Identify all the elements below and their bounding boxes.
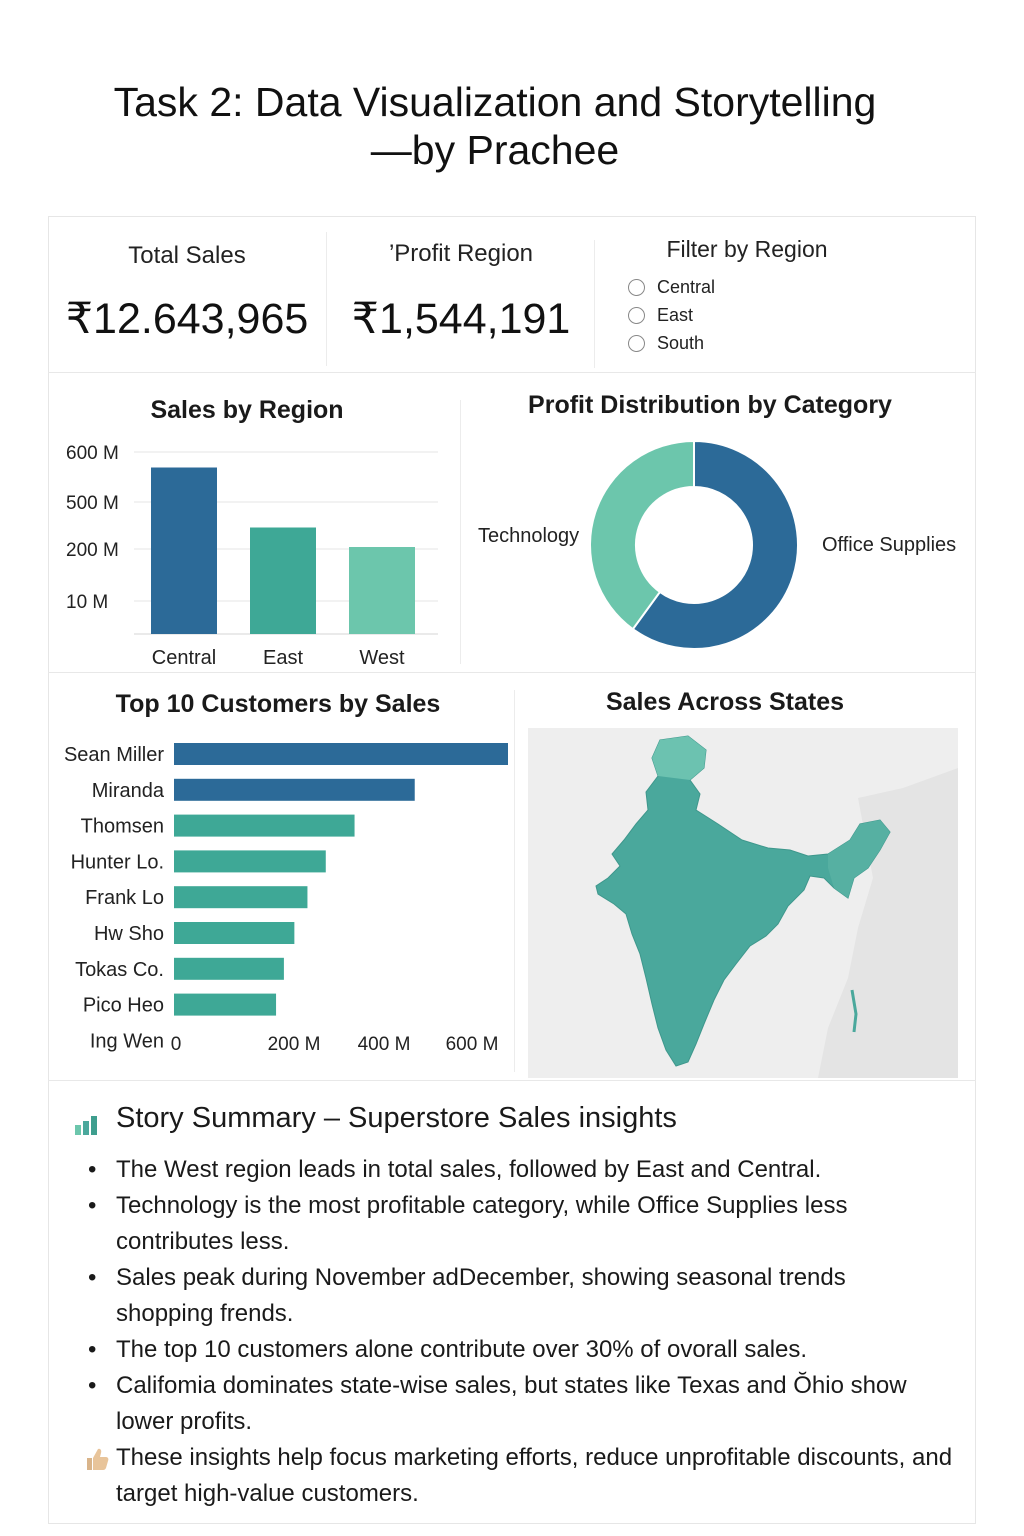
story-title: Story Summary – Superstore Sales insight… <box>116 1102 677 1134</box>
y-tick-label: 600 M <box>66 443 119 464</box>
story-bullet: Sales peak during November adDecember, s… <box>88 1260 948 1332</box>
filter-option-label: East <box>657 304 694 325</box>
x-tick-label: 0 <box>171 1034 182 1055</box>
customer-bar <box>174 743 508 765</box>
page-title-line1: Task 2: Data Visualization and Storytell… <box>113 79 877 125</box>
map-north-region <box>652 736 706 780</box>
divider-story <box>48 1080 976 1081</box>
filter-option-label: South <box>657 332 705 353</box>
customer-label: Miranda <box>92 780 165 802</box>
donut-slice <box>631 439 799 650</box>
story-bullet: Technology is the most profitable catego… <box>88 1188 948 1260</box>
x-tick-label: 400 M <box>358 1034 411 1055</box>
customer-bar <box>174 814 355 837</box>
x-tick-label: West <box>359 647 405 669</box>
x-tick-label: 600 M <box>446 1034 499 1055</box>
customer-bar <box>174 886 308 909</box>
story-closing: These insights help focus marketing effo… <box>84 1440 964 1512</box>
page-title: Task 2: Data Visualization and Storytell… <box>0 78 990 174</box>
divider-kpi-1 <box>326 232 327 366</box>
slice-label: Office Supplies <box>822 534 956 556</box>
x-tick-label: East <box>263 647 303 669</box>
region-bar <box>250 527 316 634</box>
customer-label: Sean Miller <box>64 744 164 766</box>
x-tick-label: 200 M <box>268 1034 321 1055</box>
filter-option-label: Central <box>657 276 716 297</box>
story-closing-text: These insights help focus marketing effo… <box>116 1444 953 1507</box>
divider-row2 <box>514 690 515 1072</box>
dashboard-card <box>48 216 976 1524</box>
map-northeast-region <box>828 820 890 898</box>
india-map <box>528 728 958 1078</box>
customer-label: Hunter Lo. <box>71 851 164 873</box>
story-bullet: The West region leads in total sales, fo… <box>88 1152 948 1188</box>
donut-slice <box>589 439 695 631</box>
top-customers-title: Top 10 Customers by Sales <box>115 690 441 718</box>
radio-icon[interactable] <box>628 306 645 324</box>
x-tick-label: Central <box>152 647 216 669</box>
divider-kpi <box>48 372 976 373</box>
top-customers-chart: Sean Miller Miranda Thomsen Hunter Lo. Frank… <box>64 743 508 1055</box>
customer-bar <box>174 778 415 801</box>
customer-bar <box>174 922 295 944</box>
bar-chart-icon <box>75 1116 97 1135</box>
story-bullets: The West region leads in total sales, fo… <box>88 1152 948 1440</box>
profit-distribution-chart: Office Supplies Technology <box>478 439 956 650</box>
customer-label: Thomsen <box>81 816 164 838</box>
y-tick-label: 10 M <box>66 592 108 613</box>
sales-across-states-title: Sales Across States <box>605 688 845 716</box>
kpi-total-sales-label: Total Sales <box>128 242 246 269</box>
map-india-shape <box>595 735 891 1067</box>
customer-bar <box>174 957 284 980</box>
filter-option-south[interactable]: South <box>628 330 704 356</box>
radio-icon[interactable] <box>628 278 645 296</box>
region-bar <box>349 547 415 634</box>
customer-label: Frank Lo <box>85 887 164 909</box>
customer-label: Ing Wen <box>90 1030 164 1052</box>
profit-distribution-title: Profit Distribution by Category <box>528 391 892 419</box>
slice-label: Technology <box>478 525 579 547</box>
story-bullet: Califomia dominates state-wise sales, bu… <box>88 1368 948 1440</box>
sales-by-region-title: Sales by Region <box>150 396 344 424</box>
story-bullet: The top 10 customers alone contribute ov… <box>88 1332 948 1368</box>
map-islands <box>850 989 858 1033</box>
page-title-author: —by Prachee <box>370 127 620 173</box>
radio-icon[interactable] <box>628 334 645 352</box>
kpi-profit-label: ’Profit Region <box>388 240 534 267</box>
customer-bar <box>174 850 326 873</box>
customer-label: Tokas Co. <box>75 959 164 981</box>
customer-label: Hw Sho <box>94 923 164 945</box>
kpi-profit-value: ₹1,544,191 <box>351 295 571 343</box>
y-tick-label: 500 M <box>66 493 119 514</box>
divider-charts <box>48 672 976 673</box>
kpi-total-sales-value: ₹12.643,965 <box>65 295 309 343</box>
region-bar <box>151 467 217 634</box>
y-tick-label: 200 M <box>66 540 119 561</box>
filter-title: Filter by Region <box>666 236 828 262</box>
customer-label: Pico Heo <box>83 995 164 1017</box>
divider-kpi-2 <box>594 240 595 368</box>
filter-option-central[interactable]: Central <box>628 274 715 300</box>
thumbs-up-icon <box>87 1448 109 1470</box>
customer-bar <box>174 993 277 1016</box>
filter-option-east[interactable]: East <box>628 302 693 328</box>
divider-row1 <box>460 400 461 664</box>
sales-by-region-chart: 600 M 500 M 200 M 10 M Central East West <box>66 443 438 669</box>
